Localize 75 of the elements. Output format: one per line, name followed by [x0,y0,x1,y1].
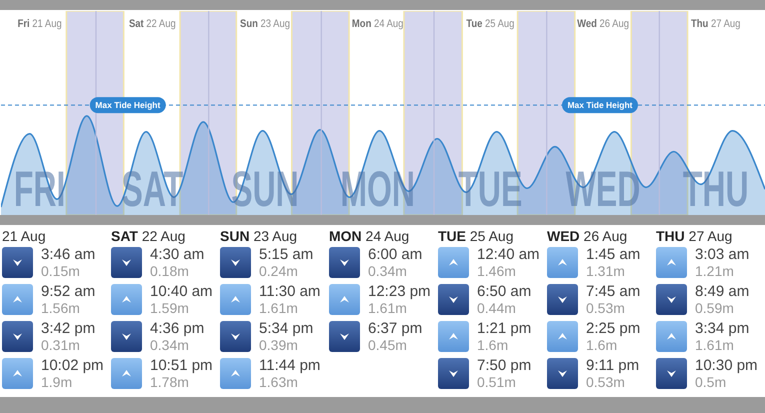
text: Max Tide Height [567,100,632,110]
annotation: THU [682,160,749,217]
text: 10:02 pm [41,357,104,374]
text: 0.53m [586,374,625,390]
text: 1.59m [150,300,189,316]
text: 10:51 pm [150,357,213,374]
text: 0.5m [695,374,726,390]
x-tick-label: Wed 26 Aug [577,18,630,30]
text: SAT 22 Aug [111,228,186,244]
x-tick-label: Mon 24 Aug [352,18,404,30]
annotation: FRI [14,160,66,217]
x-tick-label: Sun 23 Aug [240,18,290,30]
text: WED 26 Aug [547,228,628,244]
text: 0.34m [150,337,189,353]
text: 0.18m [150,263,189,279]
x-tick-label: Sat 22 Aug [128,18,176,30]
x-tick-label: Tue 25 Aug [466,18,515,30]
text: 8:49 am [695,283,750,300]
text: 1.46m [477,263,516,279]
text: MON 24 Aug [329,228,410,244]
text: 21 Aug [2,228,46,244]
text: 0.59m [695,300,734,316]
text: 7:50 pm [477,357,532,374]
text: 1:45 am [586,246,640,263]
text: 0.44m [477,300,516,316]
text: 1.31m [586,263,625,279]
text: 6:50 am [477,283,532,300]
text: TUE 25 Aug [438,228,514,244]
text: 9:11 pm [586,357,640,374]
text: 4:36 pm [150,320,204,337]
text: 1.61m [259,300,298,316]
text: 6:00 am [368,246,422,263]
text: SUN 23 Aug [220,228,298,244]
text: 5:34 pm [259,320,314,337]
text: 0.45m [368,337,407,353]
text: 0.39m [259,337,298,353]
text: 1.61m [368,300,407,316]
text: 1.56m [41,300,80,316]
text: 1.9m [41,374,72,390]
text: 1.61m [695,337,734,353]
text: 12:40 am [477,246,540,263]
text: 1:21 pm [477,320,532,337]
text: 11:30 am [259,283,320,300]
text: 4:30 am [150,246,204,263]
text: 3:03 am [695,246,750,263]
x-tick-label: Fri 21 Aug [18,18,62,30]
x-tick-label: Thu 27 Aug [691,18,741,30]
text: 3:46 am [41,246,96,263]
annotation: WED [566,160,640,217]
text: 11:44 pm [259,357,320,374]
text: 10:30 pm [695,357,758,374]
text: 0.53m [586,300,625,316]
text: 7:45 am [586,283,640,300]
text: 12:23 pm [368,283,431,300]
text: 6:37 pm [368,320,422,337]
text: 3:42 pm [41,320,96,337]
text: 3:34 pm [695,320,750,337]
text: THU 27 Aug [656,228,732,244]
text: 5:15 am [259,246,314,263]
text: 0.34m [368,263,407,279]
text: 10:40 am [150,283,213,300]
text: 0.24m [259,263,298,279]
ref-line-label: Max Tide Height [95,100,160,110]
text: 0.15m [41,263,80,279]
text: 1.6m [477,337,508,353]
text: 1.78m [150,374,189,390]
annotation: TUE [458,160,522,217]
text: 1.6m [586,337,618,353]
text: 0.51m [477,374,516,390]
text: 1.63m [259,374,298,390]
annotation: MON [340,160,416,217]
text: 0.31m [41,337,80,353]
text: 1.21m [695,263,734,279]
text: 2:25 pm [586,320,640,337]
text: 9:52 am [41,283,96,300]
